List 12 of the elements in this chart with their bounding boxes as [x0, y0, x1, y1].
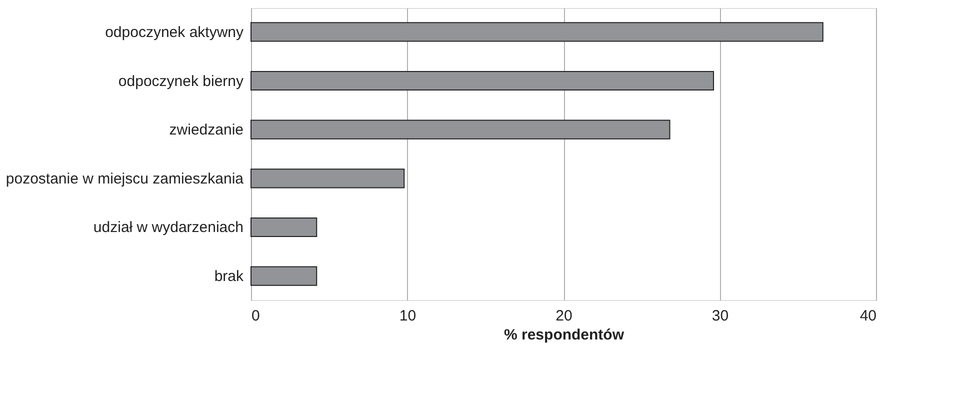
y-tick-label: udział w wydarzeniach: [93, 219, 244, 236]
y-tick-label: brak: [214, 268, 244, 286]
x-tick-label: 20: [556, 308, 572, 324]
y-tick-label: pozostanie w miejscu zamieszkania: [6, 170, 244, 188]
x-tick-label: 10: [399, 308, 416, 324]
x-tick-label: 40: [860, 308, 876, 324]
x-tick-label: 30: [712, 308, 729, 324]
y-tick-label: odpoczynek aktywny: [105, 24, 244, 41]
y-tick-label: zwiedzanie: [169, 122, 244, 139]
x-tick-label: 0: [252, 308, 260, 324]
y-tick-label: odpoczynek bierny: [118, 72, 244, 90]
x-axis-title: % respondentów: [504, 326, 624, 344]
